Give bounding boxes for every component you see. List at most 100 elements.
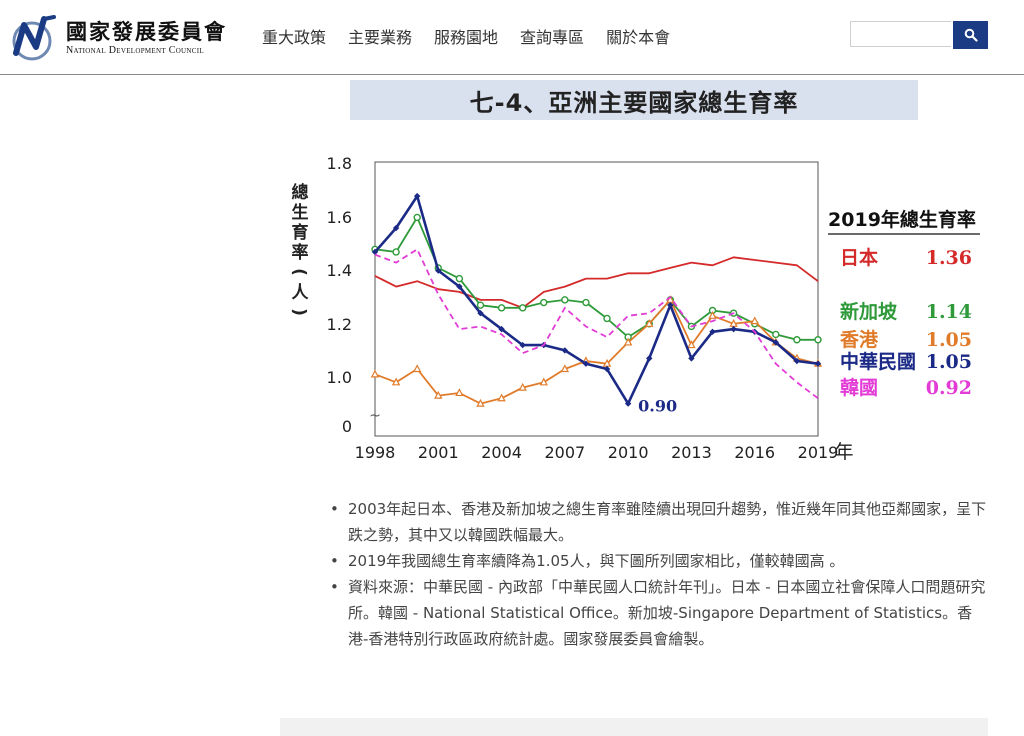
data-point <box>497 393 506 402</box>
data-point <box>687 340 696 349</box>
y-tick-label: 0 <box>342 417 352 436</box>
data-point <box>518 304 527 312</box>
legend-label: 日本 <box>840 246 878 269</box>
data-point <box>603 365 611 373</box>
data-point <box>455 388 464 397</box>
data-point <box>392 248 400 256</box>
data-point <box>708 311 717 319</box>
series-line <box>374 256 819 309</box>
data-point <box>709 328 716 335</box>
nav-item-main-business[interactable]: 主要業務 <box>348 28 413 47</box>
main-nav: 重大政策 主要業務 服務園地 查詢專區 關於本會 <box>262 24 670 48</box>
data-point <box>497 304 506 312</box>
y-axis-label: 總 <box>292 182 309 203</box>
data-point <box>814 336 822 344</box>
series-line <box>374 216 818 341</box>
y-tick-label: 1.8 <box>327 154 352 173</box>
data-point <box>412 364 422 373</box>
data-point <box>560 364 570 373</box>
y-axis-label: ( <box>289 268 309 276</box>
data-point <box>582 360 590 367</box>
min-value-annotation: 0.90 <box>638 397 677 416</box>
nav-item-services[interactable]: 服務園地 <box>434 28 499 47</box>
note-item: 資料來源：中華民國 - 內政部「中華民國人口統計年刊」。日本 - 日本國立社會保… <box>330 574 990 652</box>
fertility-rate-line-chart: 0 1.0 1.2 1.4 1.6 1.8 ~1998 2001 2004 2007 2010 201… <box>289 154 980 463</box>
data-point <box>582 298 590 307</box>
page-title-bar: 七-4、亞洲主要國家總生育率 <box>350 80 918 120</box>
data-point <box>392 224 400 232</box>
footer-band <box>280 718 988 736</box>
data-point <box>645 319 654 327</box>
x-tick-label: 2010 <box>608 443 649 462</box>
legend-label: 香港 <box>839 329 879 351</box>
search-input[interactable] <box>850 21 951 47</box>
data-point <box>435 267 442 274</box>
data-point <box>793 336 801 344</box>
x-tick-label: 2007 <box>544 443 585 462</box>
data-point <box>539 377 548 386</box>
search-button[interactable] <box>953 21 988 49</box>
y-tick-label: 1.0 <box>327 368 352 387</box>
legend-label: 新加坡 <box>840 300 898 323</box>
data-point <box>413 213 421 222</box>
data-point <box>498 325 505 333</box>
data-point <box>370 369 380 378</box>
nav-item-about[interactable]: 關於本會 <box>606 28 671 47</box>
data-point <box>455 274 464 283</box>
search-icon <box>964 28 978 42</box>
legend-title: 2019年總生育率 <box>828 208 976 231</box>
x-tick-label: 1998 <box>355 443 396 462</box>
series-line <box>374 194 819 405</box>
y-axis-label: ) <box>289 308 309 316</box>
legend-label: 中華民國 <box>840 350 916 373</box>
y-tick-label: 1.2 <box>327 315 352 334</box>
y-axis-label: 生 <box>292 202 309 223</box>
note-item: 2003年起日本、香港及新加坡之總生育率雖陸續出現回升趨勢，惟近幾年同其他亞鄰國… <box>330 496 990 548</box>
site-logo[interactable]: 國家發展委員會 National Development Council <box>10 13 242 61</box>
data-point <box>623 337 633 346</box>
y-axis-label: 育 <box>292 222 309 243</box>
y-tick-label: 1.4 <box>327 261 352 280</box>
data-point <box>434 390 443 399</box>
x-axis-label: 年 <box>834 441 853 463</box>
data-point <box>371 248 379 256</box>
data-point <box>814 360 822 367</box>
search-box <box>850 21 988 49</box>
site-header: 國家發展委員會 National Development Council 重大政… <box>0 0 1024 75</box>
notes-list: 2003年起日本、香港及新加坡之總生育率雖陸續出現回升趨勢，惟近幾年同其他亞鄰國… <box>330 496 990 652</box>
legend-label: 韓國 <box>840 376 878 399</box>
data-point <box>729 319 738 327</box>
data-point <box>750 316 759 325</box>
nav-item-query-zone[interactable]: 查詢專區 <box>520 28 585 47</box>
legend-value: 0.92 <box>926 377 972 399</box>
data-point <box>391 377 401 386</box>
data-point <box>793 357 801 365</box>
data-point <box>476 301 485 309</box>
data-point <box>688 355 695 362</box>
data-point <box>603 314 611 323</box>
legend-value: 1.36 <box>926 247 972 269</box>
x-tick-label: 2004 <box>481 443 522 462</box>
axis-break-mark: ~ <box>369 408 381 424</box>
data-point <box>413 192 421 200</box>
legend-value: 1.14 <box>926 301 972 323</box>
y-axis-label: 人 <box>292 283 310 303</box>
y-tick-label: 1.6 <box>327 208 352 227</box>
ndc-logo-icon <box>12 15 56 61</box>
note-item: 2019年我國總生育率續降為1.05人，與下圖所列國家相比，僅較韓國高 。 <box>330 548 990 574</box>
data-point <box>561 296 569 304</box>
legend-value: 1.05 <box>926 351 972 373</box>
nav-item-major-policies[interactable]: 重大政策 <box>262 28 327 47</box>
x-tick-label: 2013 <box>671 443 712 462</box>
legend-value: 1.05 <box>926 329 972 351</box>
plot-frame <box>374 161 819 437</box>
logo-chinese-name: 國家發展委員會 <box>66 19 227 44</box>
data-point <box>540 298 548 307</box>
logo-english-name: National Development Council <box>66 45 204 56</box>
data-point <box>518 382 527 391</box>
series-line <box>374 298 819 405</box>
data-point <box>772 330 780 339</box>
x-tick-label: 2019 <box>798 443 839 462</box>
y-axis-label: 率 <box>292 242 309 263</box>
x-tick-label: 2016 <box>734 443 775 462</box>
